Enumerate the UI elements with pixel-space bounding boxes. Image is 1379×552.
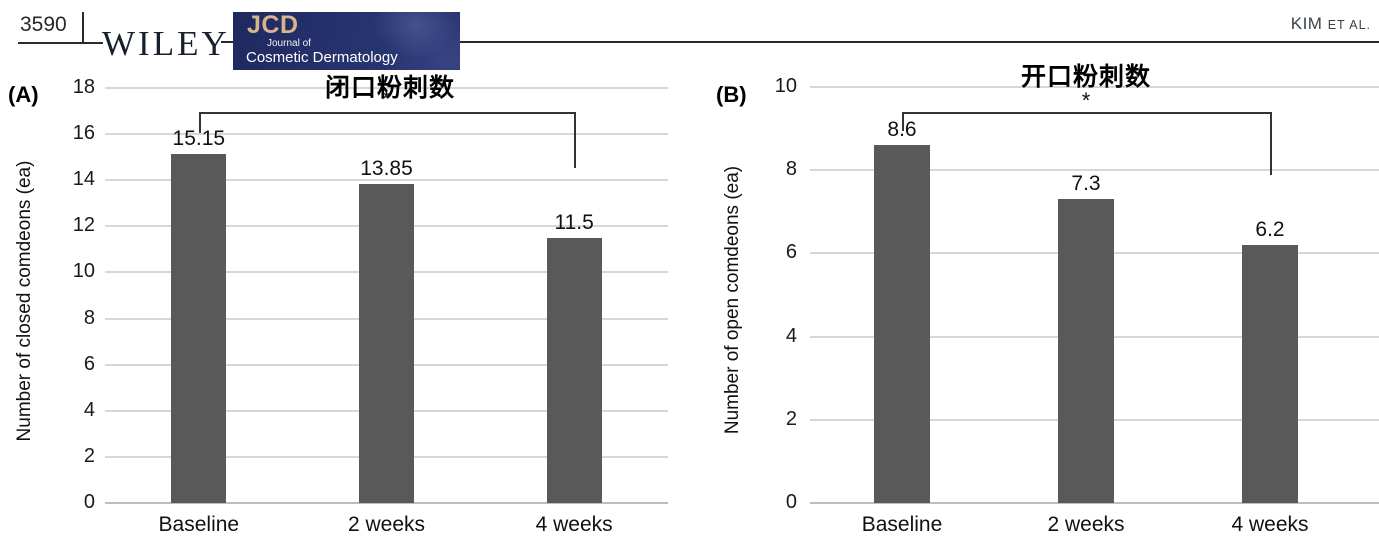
y-tick-label: 6	[83, 352, 95, 375]
chart-title: 开口粉刺数	[1020, 63, 1152, 91]
y-tick-label: 14	[72, 168, 95, 191]
significance-star: *	[1081, 88, 1091, 113]
chart-title: 闭口粉刺数	[324, 74, 456, 102]
y-tick-label: 4	[83, 398, 95, 421]
running-head: KIM ET AL.	[1291, 14, 1371, 34]
gridline	[810, 169, 1379, 172]
gridline	[105, 179, 668, 182]
significance-bracket-horizontal	[902, 112, 1270, 114]
y-tick-label: 0	[83, 491, 95, 513]
y-axis-title: Number of open comdeons (ea)	[722, 165, 743, 435]
bar-2-weeks	[1058, 199, 1114, 503]
bar-baseline	[874, 145, 930, 503]
header-rule-dash	[221, 41, 234, 43]
bar-value-label: 8.6	[857, 118, 947, 142]
y-tick-label: 8	[785, 158, 797, 181]
header-rule-right	[460, 41, 1379, 43]
bar-value-label: 11.5	[554, 210, 594, 234]
bar-4-weeks	[546, 237, 602, 503]
y-tick-label: 2	[785, 407, 797, 430]
x-axis-label: 2 weeks	[347, 513, 426, 536]
bar-value-label: 15.15	[172, 126, 226, 150]
x-axis-label: 4 weeks	[1231, 513, 1309, 536]
y-tick-label: 10	[774, 75, 797, 97]
running-head-etal: ET AL.	[1327, 18, 1371, 32]
y-tick-label: 4	[785, 324, 797, 347]
gridline	[810, 86, 1379, 88]
y-tick-label: 8	[83, 306, 95, 329]
gridline	[105, 133, 668, 136]
running-head-name: KIM	[1290, 14, 1323, 33]
header-rule-vertical	[82, 12, 84, 43]
page-number: 3590	[20, 13, 67, 36]
panel-label: (A)	[8, 82, 39, 107]
y-tick-label: 12	[72, 214, 95, 237]
journal-logo-line1: Journal of	[267, 38, 311, 49]
x-axis-label: 2 weeks	[1047, 513, 1125, 536]
journal-logo: JCD Journal of Cosmetic Dermatology	[233, 11, 460, 70]
bar-baseline	[171, 153, 227, 503]
x-axis-label: Baseline	[158, 513, 240, 536]
y-tick-label: 16	[72, 122, 95, 145]
significance-bracket-horizontal	[198, 112, 575, 114]
bar-4-weeks	[1242, 245, 1298, 503]
header-rule-left	[18, 42, 103, 44]
bar-value-label: 7.3	[1071, 172, 1101, 196]
y-axis-title: Number of closed comdeons (ea)	[14, 160, 35, 441]
bar-value-label: 13.85	[360, 156, 413, 180]
y-tick-label: 18	[72, 76, 95, 98]
journal-logo-abbr: JCD	[247, 11, 299, 39]
bar-2-weeks	[359, 183, 414, 503]
x-axis-line	[810, 502, 1379, 504]
y-tick-label: 0	[785, 491, 797, 513]
x-axis-label: 4 weeks	[535, 513, 613, 536]
significance-bracket-left	[902, 112, 904, 131]
x-axis-label: Baseline	[861, 513, 943, 536]
significance-bracket-left	[198, 112, 201, 133]
significance-bracket-right	[1270, 112, 1272, 175]
significance-bracket-right	[574, 112, 577, 168]
bar-value-label: 6.2	[1255, 218, 1285, 242]
y-tick-label: 2	[83, 444, 95, 467]
wiley-logo: WILEY	[102, 24, 230, 63]
panel-label: (B)	[716, 82, 747, 107]
y-tick-label: 6	[785, 241, 797, 264]
journal-logo-line2: Cosmetic Dermatology	[246, 49, 398, 66]
x-axis-line	[105, 502, 668, 504]
y-tick-label: 10	[72, 260, 95, 283]
significance-star: *	[382, 86, 391, 111]
gridline	[105, 87, 668, 89]
